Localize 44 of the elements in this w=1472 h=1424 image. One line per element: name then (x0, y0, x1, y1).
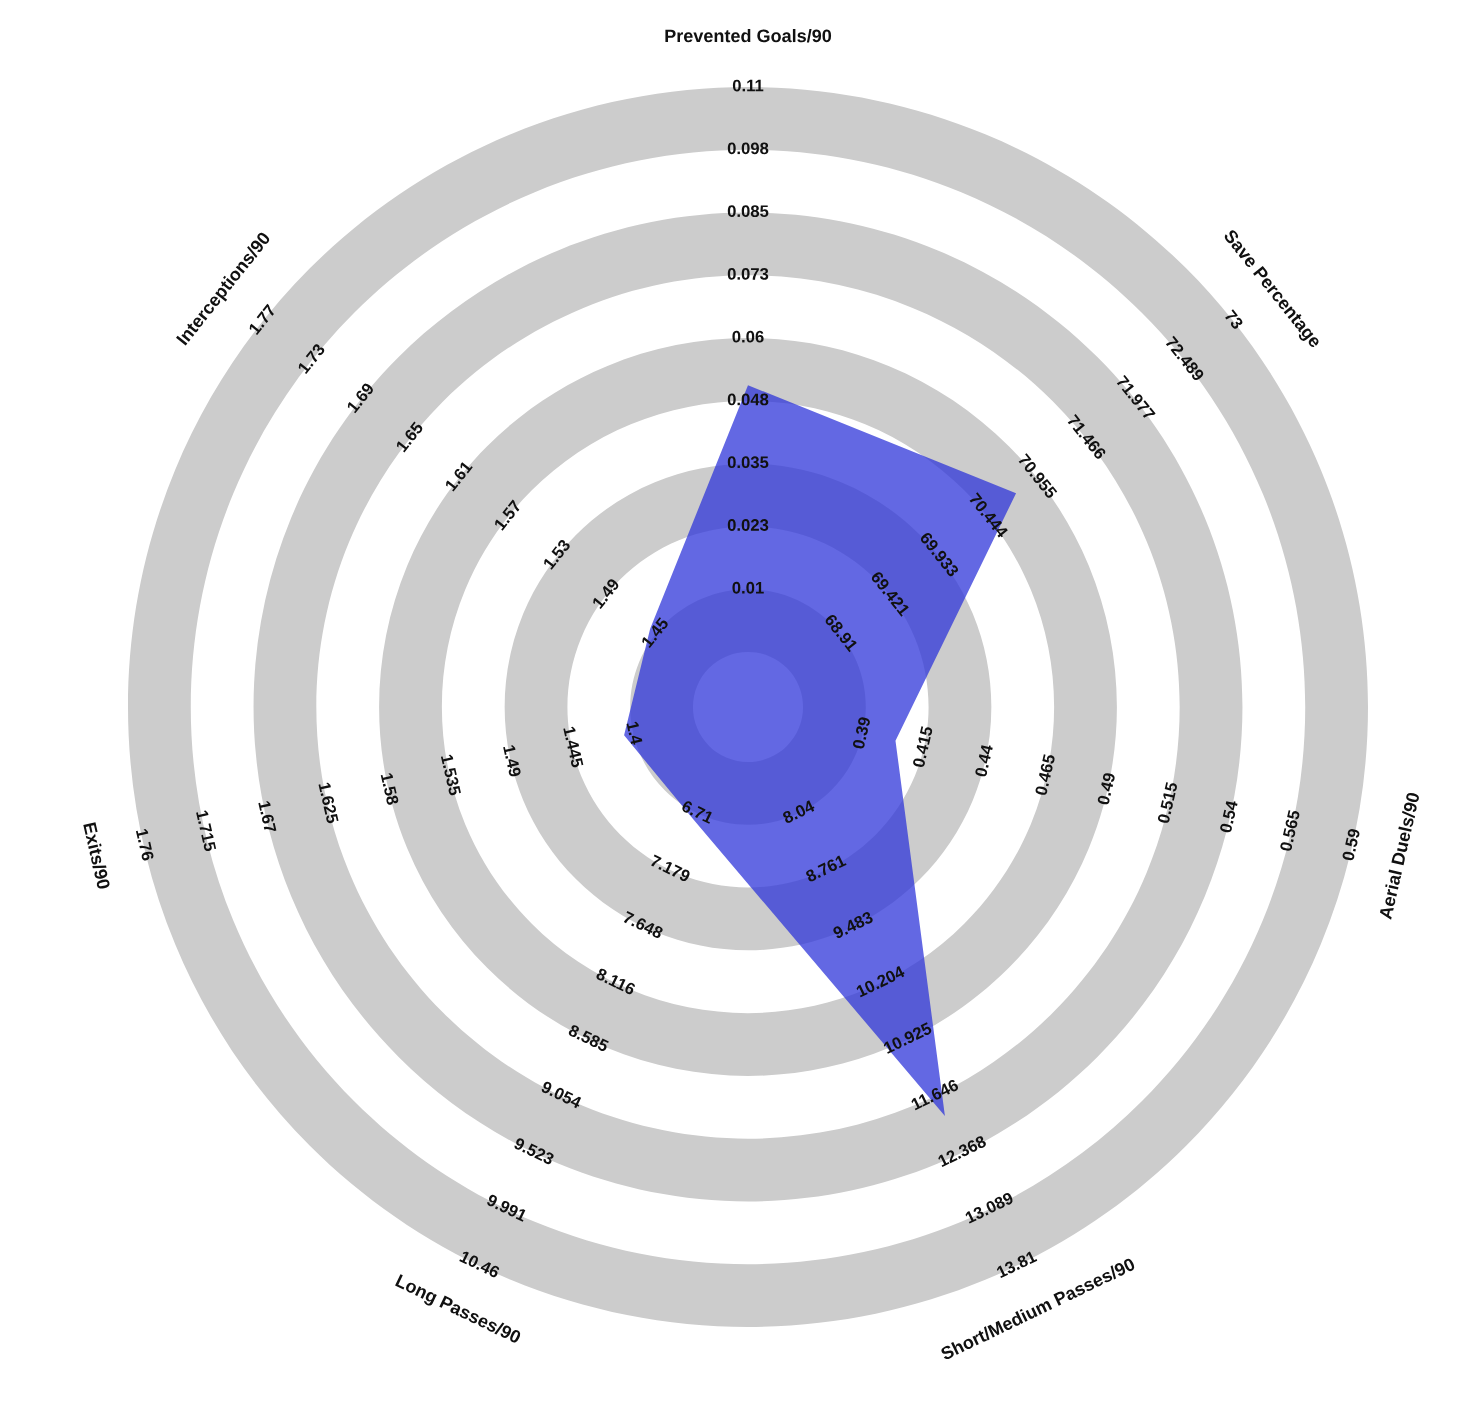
text: 13.81 (995, 1250, 1038, 1279)
text: 1.58 (380, 772, 399, 806)
text: 9.483 (832, 910, 874, 940)
text: 0.49 (1097, 772, 1116, 806)
text: 0.035 (727, 456, 769, 469)
text: 0.098 (727, 142, 769, 155)
text: 9.523 (513, 1137, 555, 1166)
text: 0.06 (732, 330, 764, 343)
text: 0.565 (1279, 809, 1301, 852)
text: 8.761 (804, 854, 847, 883)
text: 1.67 (258, 800, 277, 834)
text: 0.023 (727, 519, 769, 531)
text: 0.01 (732, 581, 764, 594)
text: 7.179 (649, 854, 692, 883)
text: 0.048 (727, 393, 769, 406)
text: 0.59 (1341, 828, 1361, 862)
text: 7.648 (622, 910, 664, 940)
text: 10.46 (459, 1250, 501, 1279)
text: 0.073 (727, 268, 769, 280)
text: 73 (1223, 309, 1244, 331)
text: 0.54 (1219, 799, 1238, 834)
text: 1.715 (195, 810, 217, 852)
text: 0.11 (732, 79, 764, 92)
text: 8.116 (595, 967, 637, 996)
text: 0.515 (1157, 781, 1178, 824)
text: 1.76 (135, 828, 155, 862)
text: 0.39 (852, 716, 871, 750)
text: 0.44 (974, 743, 994, 778)
text: 0.415 (912, 725, 933, 768)
text: 0.465 (1034, 753, 1056, 796)
text: 6.71 (680, 799, 715, 824)
spoke-label: Aerial Duels/90 (1378, 791, 1420, 920)
text: 1.445 (563, 726, 584, 769)
spoke-label: Exits/90 (82, 822, 111, 890)
text: 1.49 (503, 744, 522, 778)
text: 1.535 (440, 754, 462, 796)
text: 0.085 (727, 205, 769, 218)
spoke-label: Prevented Goals/90 (665, 28, 832, 43)
text: 1.625 (318, 782, 339, 824)
text: 9.991 (486, 1193, 528, 1222)
text: 8.585 (567, 1023, 610, 1053)
text: 8.04 (781, 799, 816, 824)
text: 1.4 (626, 721, 643, 746)
text: 9.054 (540, 1080, 583, 1109)
